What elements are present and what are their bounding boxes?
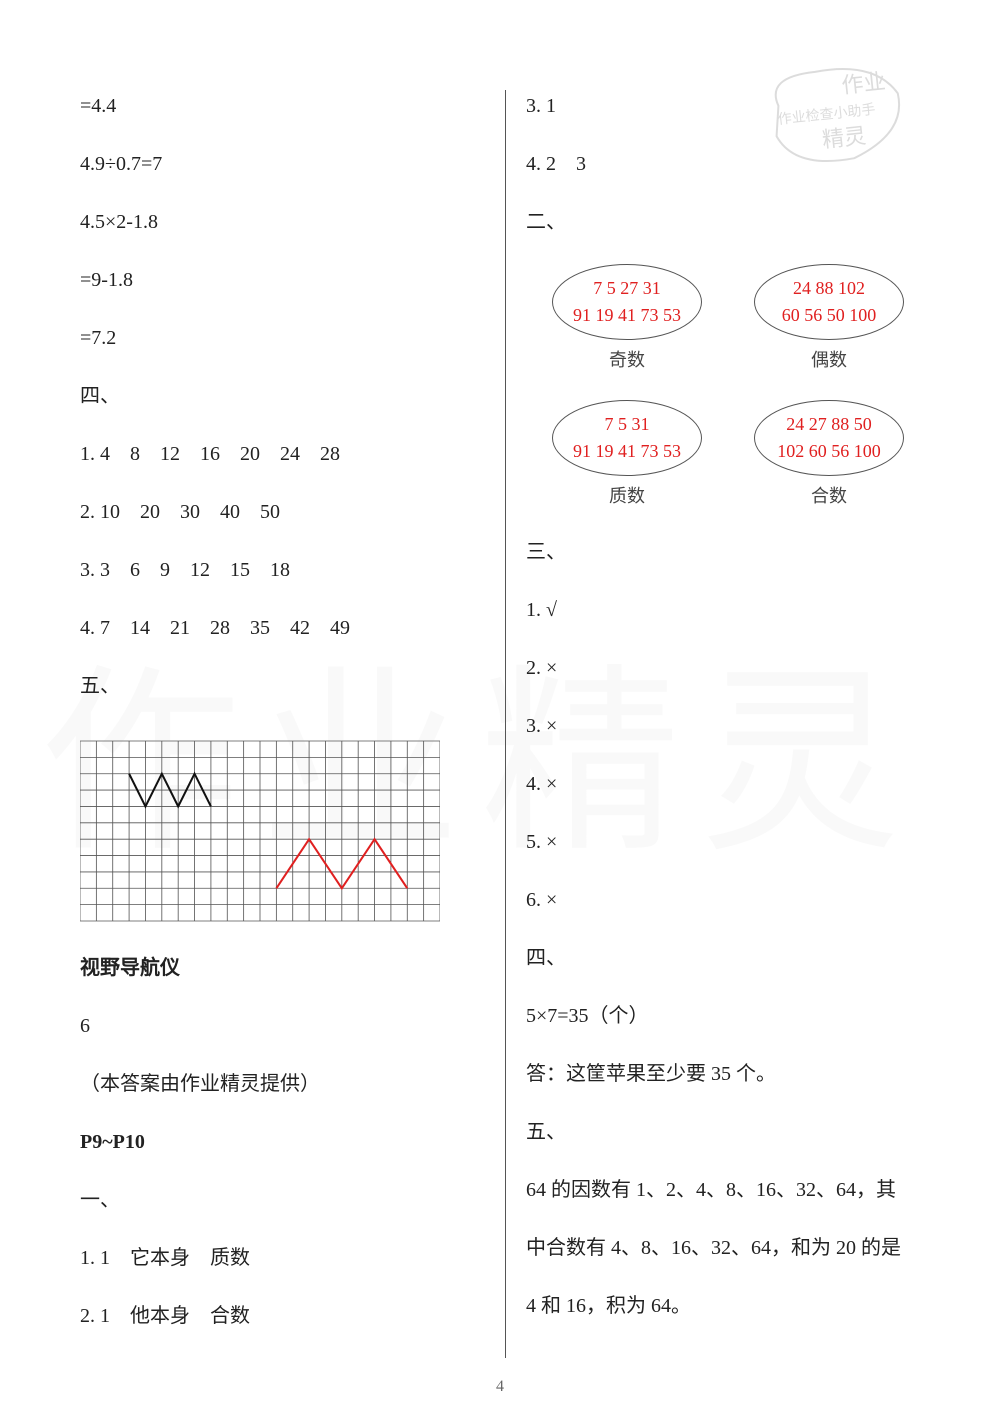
oval-line: 24 88 102 <box>769 275 889 302</box>
oval-line: 91 19 41 73 53 <box>567 302 687 329</box>
answer-line: 1. 1 它本身 质数 <box>80 1242 485 1274</box>
oval-line: 7 5 27 31 <box>567 275 687 302</box>
oval-label: 奇数 <box>552 346 702 372</box>
credit-line: （本答案由作业精灵提供） <box>80 1068 485 1100</box>
oval-label: 质数 <box>552 482 702 508</box>
nav-value: 6 <box>80 1010 485 1042</box>
tf-line: 3. × <box>526 710 930 742</box>
tf-line: 4. × <box>526 768 930 800</box>
section-heading: 五、 <box>80 670 485 702</box>
answer-line: 4 和 16，积为 64。 <box>526 1290 930 1322</box>
answer-line: 4. 2 3 <box>526 148 930 180</box>
section-heading: 四、 <box>80 380 485 412</box>
oval-label: 合数 <box>754 482 904 508</box>
section-heading: 四、 <box>526 942 930 974</box>
answer-line: 1. 4 8 12 16 20 24 28 <box>80 438 485 470</box>
oval-line: 7 5 31 <box>567 411 687 438</box>
tf-line: 6. × <box>526 884 930 916</box>
oval-line: 24 27 88 50 <box>769 411 889 438</box>
math-line: =7.2 <box>80 322 485 354</box>
oval-line: 91 19 41 73 53 <box>567 438 687 465</box>
oval-prime: 7 5 31 91 19 41 73 53 质数 <box>552 400 702 526</box>
section-heading: 二、 <box>526 206 930 238</box>
section-heading: 三、 <box>526 536 930 568</box>
tf-line: 2. × <box>526 652 930 684</box>
oval-odd: 7 5 27 31 91 19 41 73 53 奇数 <box>552 264 702 390</box>
ovals-row-1: 7 5 27 31 91 19 41 73 53 奇数 24 88 102 60… <box>526 264 930 390</box>
grid-figure <box>80 736 440 926</box>
math-line: 4.5×2-1.8 <box>80 206 485 238</box>
math-line: 4.9÷0.7=7 <box>80 148 485 180</box>
oval-label: 偶数 <box>754 346 904 372</box>
math-line: =4.4 <box>80 90 485 122</box>
oval-even: 24 88 102 60 56 50 100 偶数 <box>754 264 904 390</box>
oval-composite: 24 27 88 50 102 60 56 100 合数 <box>754 400 904 526</box>
nav-title: 视野导航仪 <box>80 952 485 984</box>
math-line: =9-1.8 <box>80 264 485 296</box>
page-ref: P9~P10 <box>80 1126 485 1158</box>
answer-line: 3. 3 6 9 12 15 18 <box>80 554 485 586</box>
right-column: 3. 1 4. 2 3 二、 7 5 27 31 91 19 41 73 53 … <box>505 90 940 1358</box>
tf-line: 1. √ <box>526 594 930 626</box>
oval-line: 102 60 56 100 <box>769 438 889 465</box>
tf-line: 5. × <box>526 826 930 858</box>
answer-line: 答：这筐苹果至少要 35 个。 <box>526 1058 930 1090</box>
oval-line: 60 56 50 100 <box>769 302 889 329</box>
answer-line: 3. 1 <box>526 90 930 122</box>
section-heading: 一、 <box>80 1184 485 1216</box>
calc-line: 5×7=35（个） <box>526 1000 930 1032</box>
answer-line: 中合数有 4、8、16、32、64，和为 20 的是 <box>526 1232 930 1264</box>
section-heading: 五、 <box>526 1116 930 1148</box>
answer-line: 4. 7 14 21 28 35 42 49 <box>80 612 485 644</box>
ovals-row-2: 7 5 31 91 19 41 73 53 质数 24 27 88 50 102… <box>526 400 930 526</box>
answer-line: 64 的因数有 1、2、4、8、16、32、64，其 <box>526 1174 930 1206</box>
left-column: =4.4 4.9÷0.7=7 4.5×2-1.8 =9-1.8 =7.2 四、 … <box>70 90 505 1358</box>
answer-line: 2. 1 他本身 合数 <box>80 1300 485 1332</box>
answer-line: 2. 10 20 30 40 50 <box>80 496 485 528</box>
